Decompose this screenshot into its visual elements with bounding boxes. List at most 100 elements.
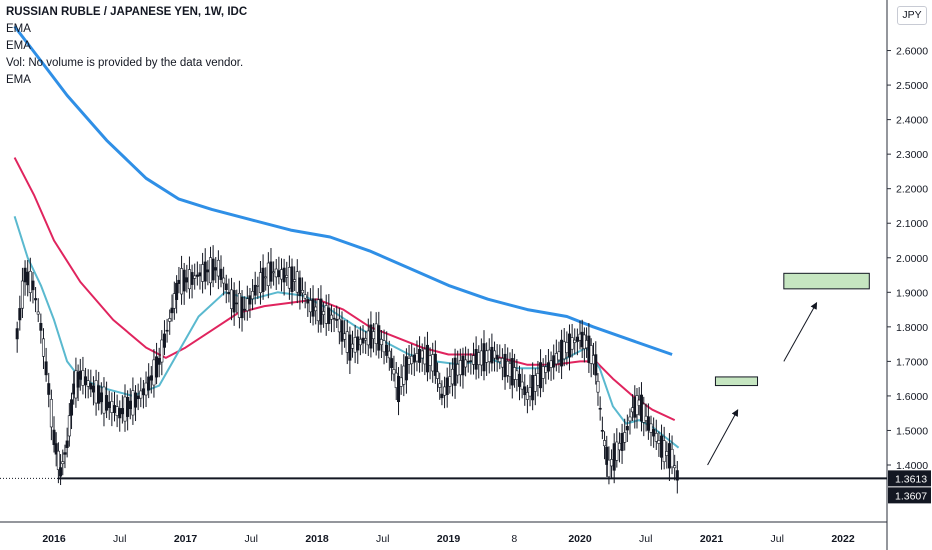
- candle-body: [290, 266, 294, 292]
- candle-body: [190, 272, 194, 285]
- price-tick-label: 1.7000: [896, 356, 928, 368]
- candle-body: [84, 376, 88, 386]
- time-tick-label: Jul: [771, 533, 784, 545]
- candle-body: [23, 267, 27, 283]
- candle-body: [155, 356, 159, 378]
- candle-body: [264, 276, 268, 279]
- candle-body: [464, 359, 468, 368]
- candle-body: [227, 291, 231, 295]
- candle-body: [134, 392, 138, 408]
- candle-body: [115, 406, 119, 416]
- candle-body: [118, 408, 122, 419]
- study-ema-3[interactable]: EMA: [6, 74, 31, 86]
- candle-body: [358, 338, 362, 346]
- projection-arrow-2[interactable]: [783, 302, 818, 362]
- candle-body: [423, 348, 427, 365]
- candle-body: [301, 290, 305, 294]
- candle-body: [206, 269, 210, 273]
- candle-body: [141, 388, 145, 396]
- candle-body: [195, 274, 199, 277]
- candle-body: [667, 443, 671, 469]
- target-box-2[interactable]: [783, 272, 870, 290]
- candle-body: [485, 350, 489, 363]
- candle-body: [52, 429, 56, 445]
- currency-button[interactable]: JPY: [897, 6, 927, 25]
- candle-body: [453, 357, 457, 386]
- candle-body: [332, 317, 336, 320]
- candle-body: [193, 275, 197, 279]
- candle-body: [541, 366, 545, 379]
- candle-body: [665, 451, 669, 456]
- candle-body: [515, 370, 519, 380]
- candle-body: [379, 339, 383, 345]
- candle-body: [165, 329, 169, 332]
- candle-body: [623, 432, 627, 443]
- candle-body: [407, 358, 411, 365]
- candle-body: [600, 430, 604, 432]
- candle-body: [335, 319, 339, 321]
- candle-body: [256, 285, 260, 287]
- candle-body: [670, 448, 674, 468]
- candle-body: [282, 267, 286, 283]
- candle-body: [160, 339, 164, 363]
- symbol-title[interactable]: RUSSIAN RUBLE / JAPANESE YEN, 1W, IDC: [6, 6, 248, 18]
- candle-body: [420, 350, 424, 359]
- price-tick-label: 1.9000: [896, 287, 928, 299]
- time-tick-label: Jul: [376, 533, 389, 545]
- volume-note: Vol: No volume is provided by the data v…: [6, 57, 244, 69]
- ema-line-2[interactable]: [13, 157, 676, 422]
- time-tick-label: 2017: [174, 533, 198, 545]
- candle-body: [518, 373, 522, 387]
- candle-body: [402, 365, 406, 385]
- price-label: 1.3613: [895, 473, 927, 485]
- candle-body: [54, 443, 58, 455]
- candle-body: [67, 415, 71, 437]
- candle-body: [314, 306, 318, 312]
- price-tick-label: 2.1000: [896, 218, 928, 230]
- candle-body: [425, 344, 429, 373]
- target-box-1[interactable]: [714, 376, 759, 387]
- candle-body: [44, 361, 48, 376]
- chart-legend: RUSSIAN RUBLE / JAPANESE YEN, 1W, IDC EM…: [6, 4, 247, 89]
- candle-body: [369, 324, 373, 349]
- candle-body: [418, 348, 422, 363]
- candle-body: [97, 385, 101, 404]
- candle-body: [59, 467, 63, 477]
- candle-body: [364, 338, 368, 341]
- candle-body: [482, 343, 486, 372]
- candle-body: [392, 369, 396, 375]
- candle-body: [493, 350, 497, 359]
- candle-body: [251, 291, 255, 300]
- candle-body: [450, 368, 454, 385]
- candle-body: [445, 377, 449, 395]
- study-ema-2[interactable]: EMA: [6, 40, 31, 52]
- candle-body: [322, 311, 326, 315]
- candle-body: [78, 370, 82, 380]
- candle-body: [139, 390, 143, 399]
- candle-body: [235, 302, 239, 305]
- candle-body: [662, 440, 666, 463]
- projection-arrow-1[interactable]: [707, 409, 739, 466]
- candle-body: [628, 416, 632, 422]
- candle-body: [201, 264, 205, 282]
- price-tick-label: 2.5000: [896, 80, 928, 92]
- candle-body: [63, 452, 67, 455]
- candle-body: [345, 331, 349, 353]
- candle-body: [500, 358, 504, 368]
- candle-body: [560, 339, 564, 367]
- candle-body: [203, 261, 207, 282]
- candle-body: [168, 318, 172, 322]
- candle-body: [287, 267, 291, 289]
- candle-body: [458, 360, 462, 376]
- ema-line-1[interactable]: [13, 25, 673, 356]
- candle-body: [385, 344, 389, 356]
- candle-body: [185, 277, 189, 283]
- candle-body: [144, 382, 148, 396]
- study-ema-1[interactable]: EMA: [6, 23, 31, 35]
- candle-body: [646, 416, 650, 431]
- candle-body: [81, 370, 85, 386]
- candle-body: [461, 355, 465, 376]
- candle-body: [180, 268, 184, 295]
- candle-body: [474, 349, 478, 370]
